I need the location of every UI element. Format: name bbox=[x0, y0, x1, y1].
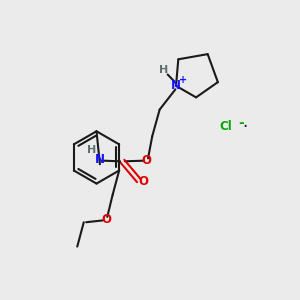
Text: O: O bbox=[101, 213, 111, 226]
Text: +: + bbox=[179, 76, 188, 85]
Text: O: O bbox=[142, 154, 152, 167]
Text: H: H bbox=[87, 145, 97, 155]
Text: N: N bbox=[95, 153, 105, 166]
Text: N: N bbox=[170, 79, 180, 92]
Text: -: - bbox=[238, 116, 244, 130]
Text: H: H bbox=[159, 65, 168, 75]
Text: Cl: Cl bbox=[219, 120, 232, 133]
Text: O: O bbox=[138, 175, 148, 188]
Text: ·: · bbox=[242, 118, 247, 136]
